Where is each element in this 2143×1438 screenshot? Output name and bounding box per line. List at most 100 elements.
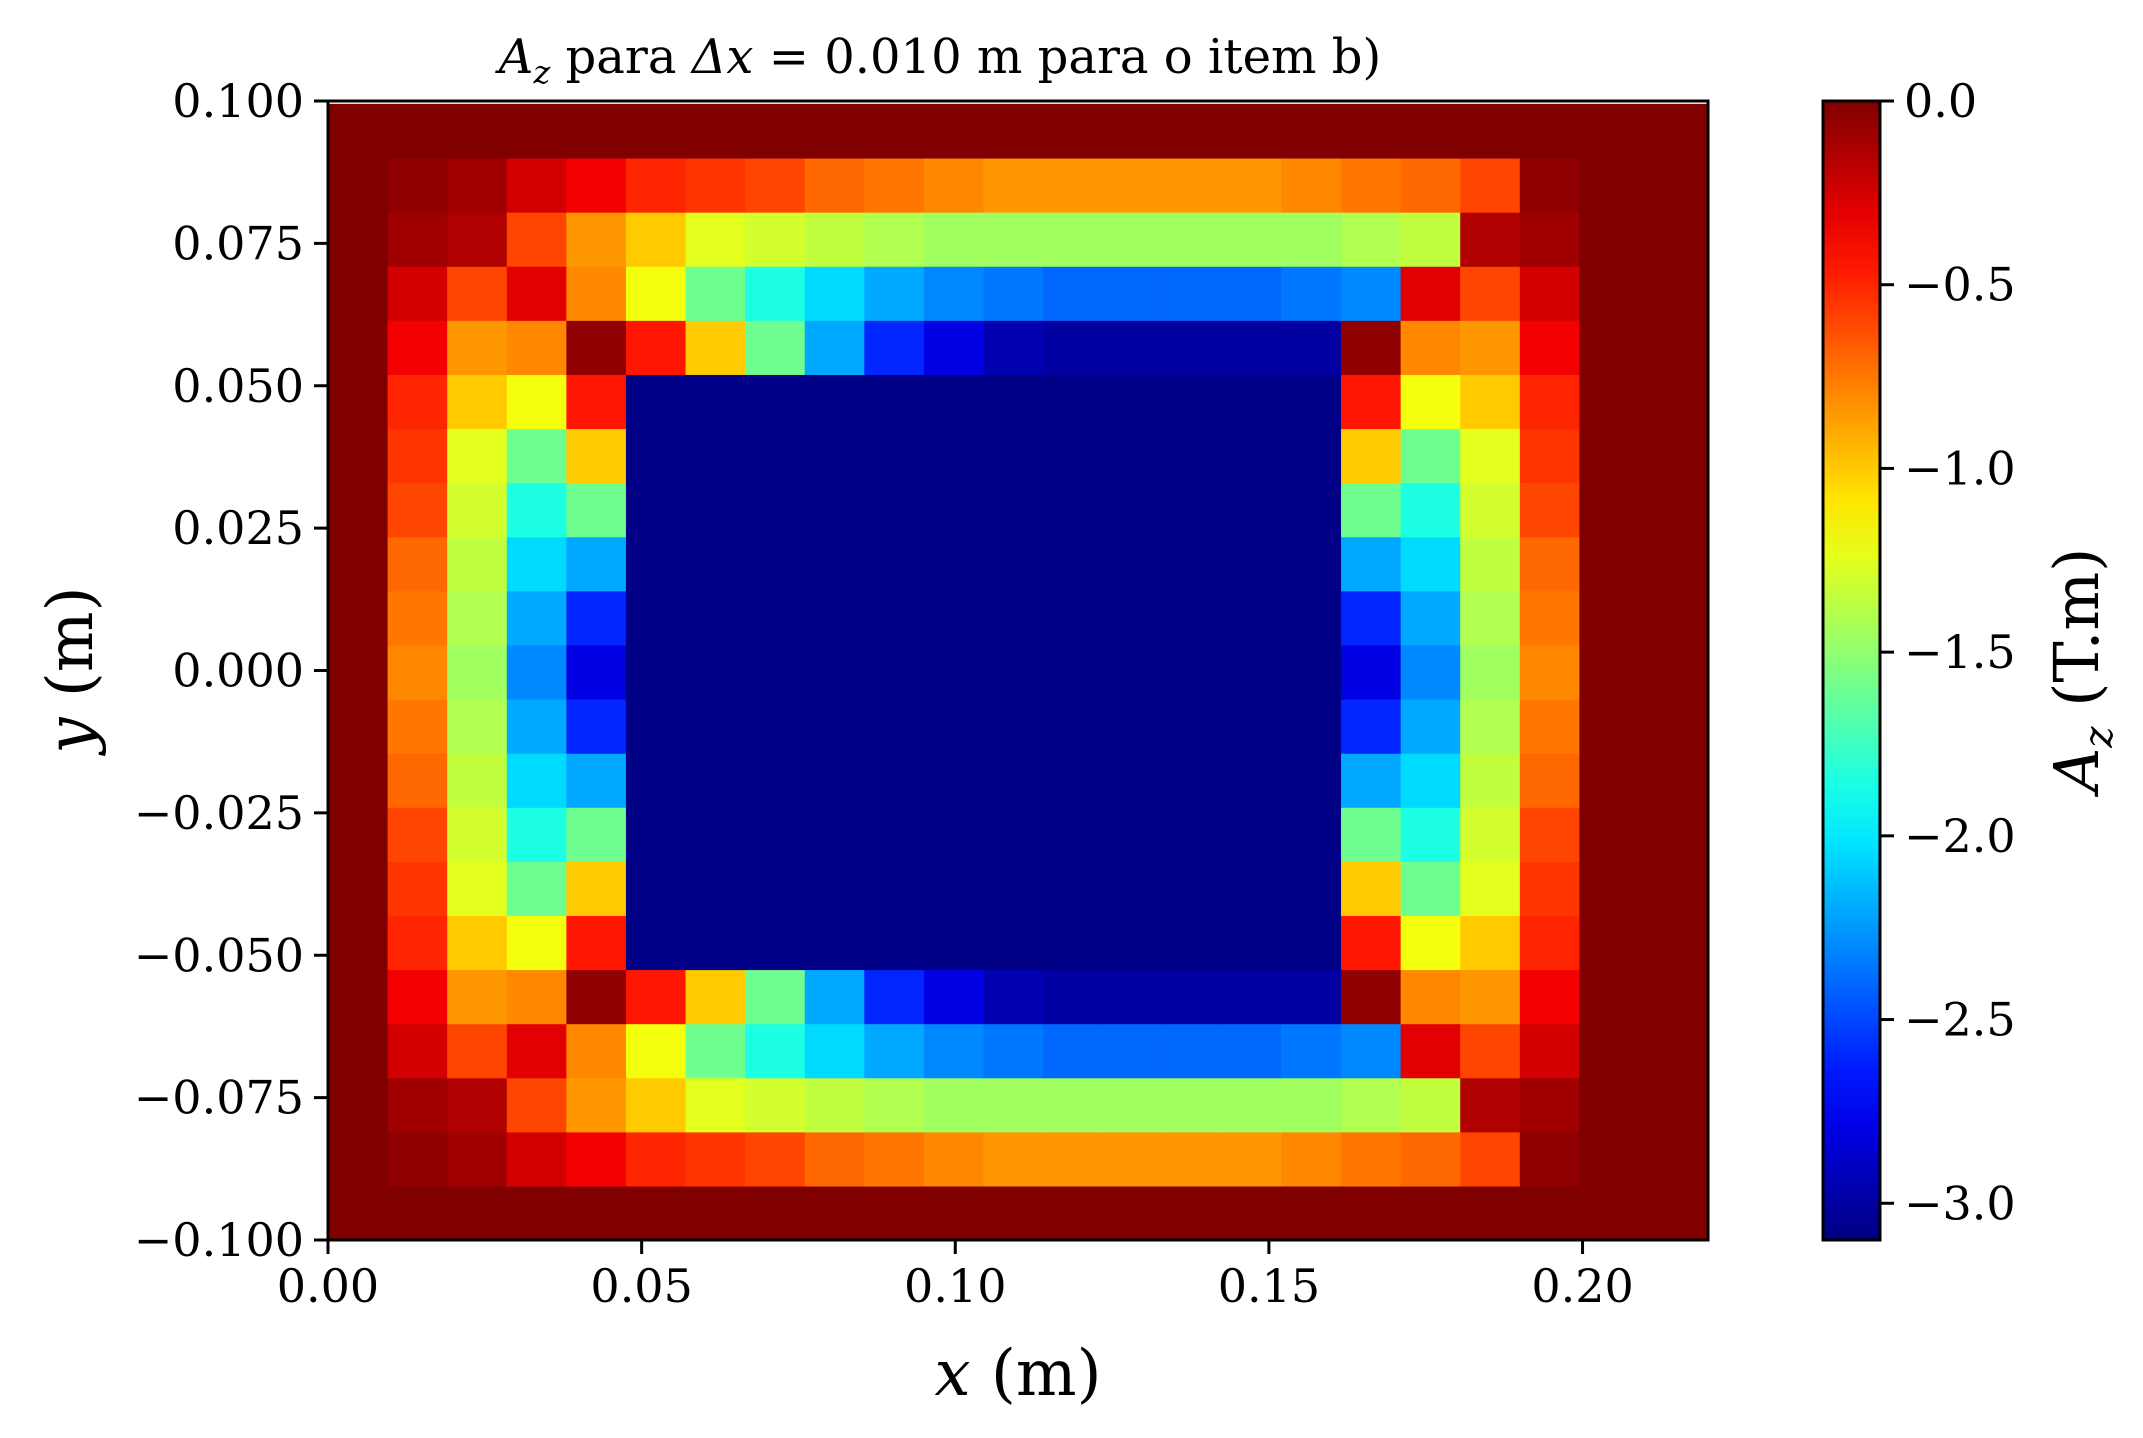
heatmap-cell [1221,753,1283,808]
y-tick-label: 0.100 [172,74,304,128]
heatmap-cell [1698,915,1709,971]
heatmap-cell [745,266,806,321]
heatmap-cell [923,157,985,213]
heatmap-cell [1102,753,1163,808]
heatmap-cell [685,374,746,430]
heatmap-cell [1579,969,1640,1025]
heatmap-cell [1400,266,1461,321]
heatmap-cell [1519,536,1581,592]
heatmap-cell [1102,915,1163,971]
heatmap-cell [1698,1023,1709,1079]
heatmap-cell [387,807,448,862]
heatmap-cell [625,482,687,538]
heatmap-cell [1698,969,1709,1025]
heatmap-cell [566,644,627,700]
heatmap-cell [1102,861,1163,916]
heatmap-cell [625,644,687,700]
heatmap-cell [1519,807,1581,862]
heatmap-cell [1698,698,1709,754]
heatmap-cell [983,969,1044,1025]
heatmap-cell [1460,698,1521,754]
heatmap-cell [1460,861,1521,916]
heatmap-cell [566,753,627,808]
heatmap-cell [1460,753,1521,808]
heatmap-cell [506,428,567,484]
heatmap-cell [1400,374,1461,430]
heatmap-cell [625,1077,687,1133]
heatmap-cell [1519,103,1581,159]
heatmap-cell [1400,482,1461,538]
heatmap-cell [745,1185,806,1241]
heatmap-cell [804,266,865,321]
heatmap-cell [1400,1185,1461,1241]
heatmap-cell [1341,807,1402,862]
heatmap-cell [1460,536,1521,592]
heatmap-cell [1281,374,1342,430]
heatmap-cell [1341,698,1402,754]
heatmap-cell [1162,590,1223,646]
heatmap-cell [923,103,985,159]
heatmap-cell [1221,1131,1283,1187]
heatmap-cell [1102,374,1163,430]
heatmap-cell [1162,103,1223,159]
heatmap-cell [1341,103,1402,159]
heatmap-cell [1043,1185,1104,1241]
heatmap-cell [328,861,389,916]
heatmap-cell [625,969,687,1025]
heatmap-cell [983,428,1044,484]
heatmap-cell [983,1023,1044,1079]
heatmap-cell [1698,157,1709,213]
heatmap-cell [1639,103,1700,159]
x-tick-label: 0.15 [1218,1259,1320,1313]
heatmap-cell [1281,266,1342,321]
heatmap-cell [864,807,925,862]
heatmap-cell [1221,482,1283,538]
heatmap-cell [1579,1023,1640,1079]
heatmap-cell [1400,1077,1461,1133]
heatmap-cell [1102,1023,1163,1079]
heatmap-cell [983,157,1044,213]
heatmap-cell [625,1185,687,1241]
heatmap-cell [1102,590,1163,646]
heatmap-cell [1221,536,1283,592]
heatmap-cell [685,915,746,971]
heatmap-cell [1460,807,1521,862]
heatmap-cell [804,212,865,267]
heatmap-cell [566,1185,627,1241]
heatmap-cell [1639,915,1700,971]
heatmap-cell [506,861,567,916]
heatmap-cell [1460,212,1521,267]
heatmap-cell [745,536,806,592]
heatmap-cell [1460,1185,1521,1241]
heatmap-cell [1043,428,1104,484]
heatmap-cell [328,644,389,700]
heatmap-cell [1043,374,1104,430]
heatmap-cell [1162,915,1223,971]
heatmap-cell [328,915,389,971]
heatmap-cell [1221,266,1283,321]
heatmap-cell [447,266,508,321]
heatmap-cell [923,753,985,808]
heatmap-cell [1341,320,1402,375]
heatmap-cell [983,861,1044,916]
heatmap-cell [447,1131,508,1187]
colorbar-tick-label: −3.0 [1904,1176,2016,1230]
colorbar-tick-label: 0.0 [1904,74,1977,128]
x-tick-label: 0.05 [590,1259,692,1313]
heatmap-cell [1043,1077,1104,1133]
heatmap-cell [625,807,687,862]
heatmap-cell [1341,482,1402,538]
heatmap-cell [625,212,687,267]
heatmap-cell [1102,1185,1163,1241]
heatmap-cell [1519,698,1581,754]
heatmap-cell [864,103,925,159]
heatmap-cell [1579,1077,1640,1133]
heatmap-cell [328,266,389,321]
heatmap-cell [328,157,389,213]
heatmap-cell [1639,320,1700,375]
heatmap-cell [1102,536,1163,592]
heatmap-cell [447,1185,508,1241]
heatmap-cell [506,482,567,538]
heatmap-cell [625,698,687,754]
